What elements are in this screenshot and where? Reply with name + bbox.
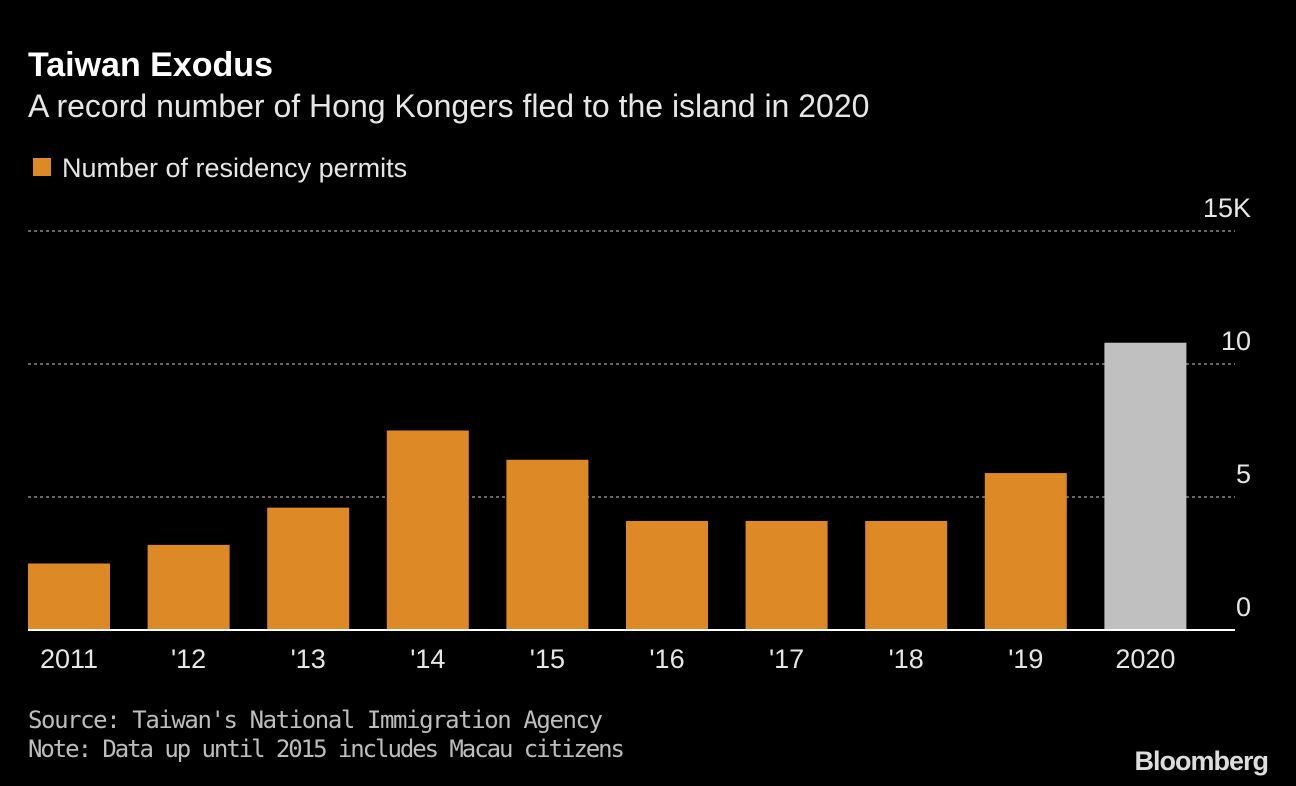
x-tick-label: '12 <box>171 644 206 674</box>
x-tick-label: '16 <box>649 644 684 674</box>
brand-logo: Bloomberg <box>1134 746 1268 776</box>
bar <box>386 430 469 630</box>
legend-swatch <box>33 158 51 176</box>
bar <box>506 459 589 630</box>
legend-label: Number of residency permits <box>62 153 407 183</box>
bar <box>1104 342 1187 630</box>
x-tick-label: 2020 <box>1115 644 1175 674</box>
note: Note: Data up until 2015 includes Macau … <box>28 735 625 763</box>
bar <box>28 563 110 630</box>
bar <box>745 520 828 630</box>
bar <box>147 544 230 630</box>
y-tick-label: 15K <box>1203 193 1251 223</box>
bar <box>865 520 948 630</box>
y-tick-label: 0 <box>1236 592 1251 622</box>
source: Source: Taiwan's National Immigration Ag… <box>28 706 603 734</box>
chart-title: Taiwan Exodus <box>28 46 273 84</box>
x-tick-label: '13 <box>291 644 326 674</box>
x-tick-label: '17 <box>769 644 804 674</box>
bar <box>984 473 1067 630</box>
x-tick-label: '19 <box>1008 644 1043 674</box>
y-tick-label: 10 <box>1221 326 1251 356</box>
x-tick-label: '15 <box>530 644 565 674</box>
x-tick-label: '14 <box>410 644 445 674</box>
y-tick-label: 5 <box>1236 459 1251 489</box>
x-tick-label: '18 <box>889 644 924 674</box>
bar <box>267 507 350 630</box>
chart-subtitle: A record number of Hong Kongers fled to … <box>28 88 869 124</box>
bar <box>626 520 708 630</box>
x-tick-label: 2011 <box>40 644 98 674</box>
